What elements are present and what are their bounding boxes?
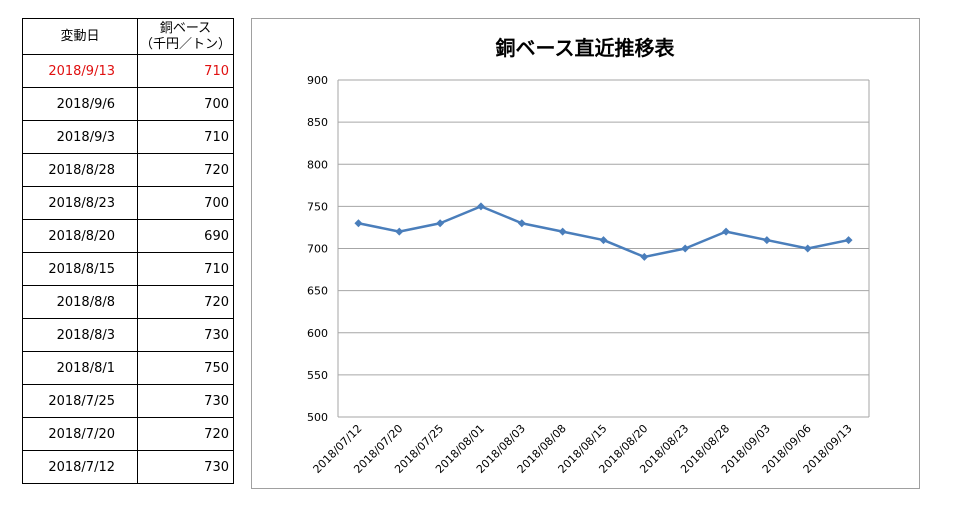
table-row: 2018/7/25 730: [22, 384, 234, 418]
row-price: 700: [137, 87, 234, 121]
table-row: 2018/8/23 700: [22, 186, 234, 220]
row-date: 2018/9/13: [22, 54, 138, 88]
row-date: 2018/8/8: [22, 285, 138, 319]
table-row: 2018/8/15 710: [22, 252, 234, 286]
chart-title: 銅ベース直近推移表: [496, 36, 676, 60]
row-date: 2018/8/15: [22, 252, 138, 286]
header-change-date: 変動日: [22, 18, 138, 55]
data-point: [354, 219, 363, 228]
table-row: 2018/8/8 720: [22, 285, 234, 319]
y-tick-label: 700: [307, 243, 328, 256]
row-date: 2018/8/23: [22, 186, 138, 220]
table-row: 2018/7/12 730: [22, 450, 234, 484]
row-date: 2018/9/6: [22, 87, 138, 121]
data-point: [640, 252, 649, 261]
table-row: 2018/8/20 690: [22, 219, 234, 253]
data-point: [681, 244, 690, 253]
row-date: 2018/9/3: [22, 120, 138, 154]
y-tick-label: 650: [307, 285, 328, 298]
data-point: [517, 219, 526, 228]
row-date: 2018/7/25: [22, 384, 138, 418]
y-tick-label: 500: [307, 411, 328, 424]
table-row: 2018/8/3 730: [22, 318, 234, 352]
table-row: 2018/9/3 710: [22, 120, 234, 154]
data-point: [762, 236, 771, 245]
chart-area: 銅ベース直近推移表 500 550 600 650 700 750 800 850 900 20…: [251, 18, 920, 489]
row-price: 710: [137, 252, 234, 286]
y-tick-label: 900: [307, 74, 328, 87]
gridlines: [337, 79, 870, 418]
data-point: [476, 202, 485, 211]
row-date: 2018/8/28: [22, 153, 138, 187]
line-chart: 銅ベース直近推移表 500 550 600 650 700 750 800 850 900 20…: [307, 36, 870, 476]
header-copper-base-unit: （千円／トン）: [139, 36, 231, 52]
row-date: 2018/7/20: [22, 417, 138, 451]
y-tick-label: 750: [307, 200, 328, 213]
series-copper-base: [354, 202, 853, 261]
row-price: 700: [137, 186, 234, 220]
row-price: 730: [137, 318, 234, 352]
copper-price-table: 変動日 銅ベース （千円／トン） 2018/9/13 710 2018/9/6 700…: [22, 18, 234, 484]
table-row: 2018/9/6 700: [22, 87, 234, 121]
row-price: 730: [137, 450, 234, 484]
header-copper-base-line1: 銅ベース: [159, 20, 212, 36]
y-tick-label: 550: [307, 369, 328, 382]
y-tick-label: 600: [307, 327, 328, 340]
row-price: 710: [137, 120, 234, 154]
row-price: 720: [137, 285, 234, 319]
row-date: 2018/8/3: [22, 318, 138, 352]
series-line: [358, 205, 849, 259]
row-date: 2018/8/1: [22, 351, 138, 385]
table-body: 2018/9/13 710 2018/9/6 700 2018/9/3 710 2018/8…: [22, 54, 234, 484]
row-price: 690: [137, 219, 234, 253]
row-price: 720: [137, 417, 234, 451]
data-point: [844, 236, 853, 245]
y-tick-label: 800: [307, 158, 328, 171]
header-copper-base: 銅ベース （千円／トン）: [137, 18, 234, 55]
y-axis-ticks: 500 550 600 650 700 750 800 850 900: [307, 74, 328, 424]
table-row: 2018/8/1 750: [22, 351, 234, 385]
data-point: [558, 227, 567, 236]
data-point: [436, 219, 445, 228]
y-tick-label: 850: [307, 116, 328, 129]
table-header-row: 変動日 銅ベース （千円／トン）: [22, 18, 234, 55]
row-date: 2018/8/20: [22, 219, 138, 253]
row-price: 750: [137, 351, 234, 385]
row-price: 710: [137, 54, 234, 88]
row-price: 730: [137, 384, 234, 418]
data-point: [722, 227, 731, 236]
table-row: 2018/7/20 720: [22, 417, 234, 451]
data-point: [395, 227, 404, 236]
data-point: [803, 244, 812, 253]
row-date: 2018/7/12: [22, 450, 138, 484]
x-axis-ticks: 2018/07/122018/07/202018/07/252018/08/01…: [311, 422, 855, 476]
table-row: 2018/9/13 710: [22, 54, 234, 88]
row-price: 720: [137, 153, 234, 187]
table-row: 2018/8/28 720: [22, 153, 234, 187]
data-point: [599, 236, 608, 245]
